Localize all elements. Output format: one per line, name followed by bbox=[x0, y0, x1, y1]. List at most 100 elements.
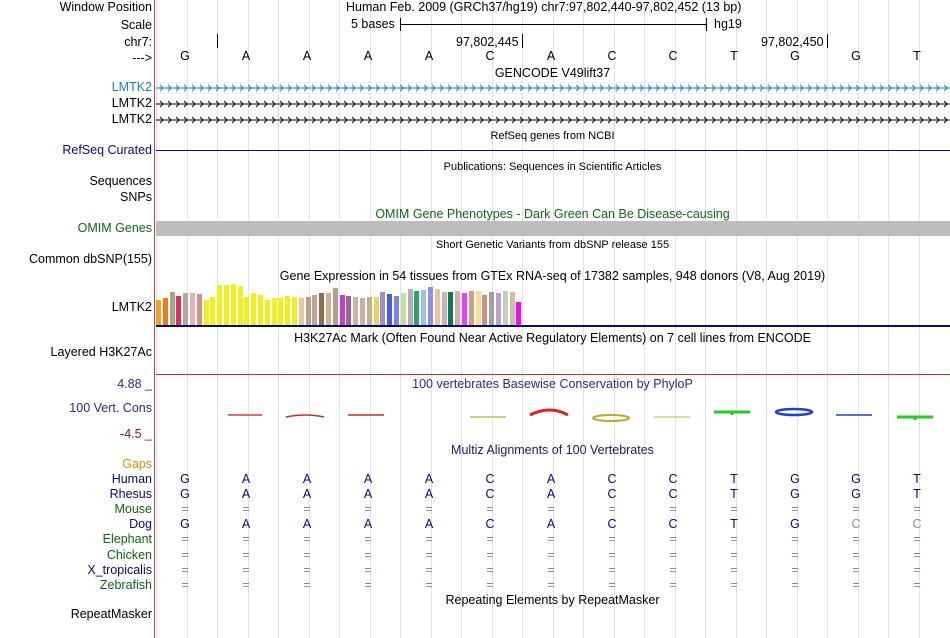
gtex-tissue-bar[interactable] bbox=[237, 286, 243, 325]
strand-chevron bbox=[247, 100, 252, 108]
gtex-tissue-bar[interactable] bbox=[332, 288, 338, 325]
gtex-tissue-bar[interactable] bbox=[455, 291, 461, 325]
gencode-transcript-1[interactable] bbox=[156, 84, 950, 92]
gtex-tissue-bar[interactable] bbox=[366, 297, 372, 325]
gencode-transcript-2[interactable] bbox=[156, 100, 950, 108]
gtex-tissue-bar[interactable] bbox=[394, 296, 399, 325]
gtex-tissue-bar[interactable] bbox=[448, 292, 454, 325]
gtex-tissue-bar[interactable] bbox=[217, 285, 223, 325]
strand-chevron bbox=[223, 100, 228, 108]
omim-feature-bar[interactable] bbox=[156, 221, 950, 236]
gtex-tissue-bar[interactable] bbox=[319, 293, 325, 325]
gtex-tissue-bar[interactable] bbox=[312, 295, 318, 325]
species-label[interactable]: Rhesus bbox=[109, 487, 152, 501]
gtex-tissue-bar[interactable] bbox=[373, 297, 379, 325]
gtex-bar-chart[interactable] bbox=[156, 284, 556, 325]
h3k27ac-label[interactable]: Layered H3K27Ac bbox=[50, 345, 152, 359]
gtex-tissue-bar[interactable] bbox=[462, 293, 467, 325]
gtex-tissue-bar[interactable] bbox=[516, 302, 522, 325]
gtex-tissue-bar[interactable] bbox=[489, 292, 495, 325]
repeatmasker-label[interactable]: RepeatMasker bbox=[70, 607, 152, 621]
gtex-tissue-bar[interactable] bbox=[264, 300, 270, 325]
dbsnp-label[interactable]: Common dbSNP(155) bbox=[29, 252, 152, 266]
gtex-tissue-bar[interactable] bbox=[210, 297, 216, 325]
strand-chevron bbox=[695, 116, 700, 124]
gtex-tissue-bar[interactable] bbox=[346, 296, 352, 325]
species-label[interactable]: Elephant bbox=[102, 532, 152, 546]
species-label[interactable]: Human bbox=[111, 472, 152, 486]
gtex-tissue-bar[interactable] bbox=[407, 289, 413, 325]
strand-chevron bbox=[879, 116, 884, 124]
gtex-tissue-bar[interactable] bbox=[326, 293, 331, 325]
publications-snps-label[interactable]: SNPs bbox=[120, 190, 152, 204]
gtex-tissue-bar[interactable] bbox=[353, 297, 359, 325]
gtex-tissue-bar[interactable] bbox=[176, 296, 182, 325]
gtex-tissue-bar[interactable] bbox=[421, 290, 427, 325]
strand-chevron bbox=[943, 116, 948, 124]
species-label[interactable]: Chicken bbox=[106, 548, 152, 562]
gtex-tissue-bar[interactable] bbox=[183, 293, 189, 325]
gtex-tissue-bar[interactable] bbox=[285, 296, 291, 325]
refseq-gene-line[interactable] bbox=[156, 150, 950, 151]
species-label[interactable]: Mouse bbox=[114, 502, 152, 516]
alignment-base: G bbox=[180, 472, 190, 486]
gtex-tissue-bar[interactable] bbox=[156, 300, 161, 325]
strand-chevron bbox=[271, 116, 276, 124]
gtex-label[interactable]: LMTK2 bbox=[111, 300, 152, 314]
gtex-tissue-bar[interactable] bbox=[258, 295, 263, 325]
gencode-transcript-3[interactable] bbox=[156, 116, 950, 124]
gtex-tissue-bar[interactable] bbox=[169, 292, 175, 325]
gtex-tissue-bar[interactable] bbox=[380, 292, 386, 325]
gtex-tissue-bar[interactable] bbox=[339, 295, 345, 325]
gtex-tissue-bar[interactable] bbox=[434, 289, 440, 325]
alignment-base: = bbox=[791, 563, 799, 577]
gencode-item-label[interactable]: LMTK2 bbox=[111, 96, 152, 110]
alignment-base: = bbox=[547, 563, 555, 577]
gtex-tissue-bar[interactable] bbox=[441, 292, 447, 325]
gtex-tissue-bar[interactable] bbox=[278, 298, 284, 325]
omim-label[interactable]: OMIM Genes bbox=[77, 221, 152, 235]
gtex-tissue-bar[interactable] bbox=[482, 295, 488, 325]
gtex-tissue-bar[interactable] bbox=[414, 291, 420, 325]
publications-sequences-label[interactable]: Sequences bbox=[89, 174, 152, 188]
gencode-item-label[interactable]: LMTK2 bbox=[111, 112, 152, 126]
strand-chevron bbox=[735, 100, 740, 108]
gencode-item-label[interactable]: LMTK2 bbox=[111, 80, 152, 94]
gtex-tissue-bar[interactable] bbox=[475, 291, 481, 325]
alignment-base: = bbox=[364, 502, 372, 516]
gtex-tissue-bar[interactable] bbox=[230, 284, 236, 325]
gtex-tissue-bar[interactable] bbox=[292, 297, 297, 325]
gtex-tissue-bar[interactable] bbox=[509, 292, 515, 325]
gtex-tissue-bar[interactable] bbox=[400, 293, 406, 325]
gtex-tissue-bar[interactable] bbox=[244, 297, 250, 325]
conservation-track-title: 100 vertebrates Basewise Conservation by… bbox=[412, 377, 693, 391]
strand-chevron bbox=[679, 116, 684, 124]
gtex-tissue-bar[interactable] bbox=[271, 298, 277, 325]
strand-chevron bbox=[167, 100, 172, 108]
alignment-base: = bbox=[730, 532, 738, 546]
gtex-tissue-bar[interactable] bbox=[251, 293, 257, 325]
gtex-tissue-bar[interactable] bbox=[298, 298, 304, 325]
gaps-label[interactable]: Gaps bbox=[122, 457, 152, 471]
gtex-tissue-bar[interactable] bbox=[190, 293, 195, 325]
gtex-tissue-bar[interactable] bbox=[387, 294, 393, 325]
gtex-tissue-bar[interactable] bbox=[468, 291, 474, 325]
gtex-tissue-bar[interactable] bbox=[196, 294, 202, 325]
conservation-label[interactable]: 100 Vert. Cons bbox=[69, 401, 152, 415]
gtex-tissue-bar[interactable] bbox=[224, 285, 229, 325]
gtex-tissue-bar[interactable] bbox=[428, 287, 433, 325]
refseq-label[interactable]: RefSeq Curated bbox=[62, 143, 152, 157]
species-label[interactable]: X_tropicalis bbox=[87, 563, 152, 577]
gtex-tissue-bar[interactable] bbox=[162, 298, 168, 325]
gtex-tissue-bar[interactable] bbox=[360, 298, 365, 325]
alignment-base: G bbox=[790, 472, 800, 486]
gtex-tissue-bar[interactable] bbox=[496, 293, 501, 325]
strand-chevron bbox=[719, 100, 724, 108]
gtex-tissue-bar[interactable] bbox=[502, 291, 508, 325]
gtex-tissue-bar[interactable] bbox=[305, 297, 311, 325]
species-label[interactable]: Zebrafish bbox=[99, 578, 152, 592]
gtex-tissue-bar[interactable] bbox=[203, 300, 209, 325]
species-label[interactable]: Dog bbox=[129, 517, 152, 531]
gencode-transcripts[interactable] bbox=[156, 80, 950, 128]
strand-chevron bbox=[703, 100, 708, 108]
